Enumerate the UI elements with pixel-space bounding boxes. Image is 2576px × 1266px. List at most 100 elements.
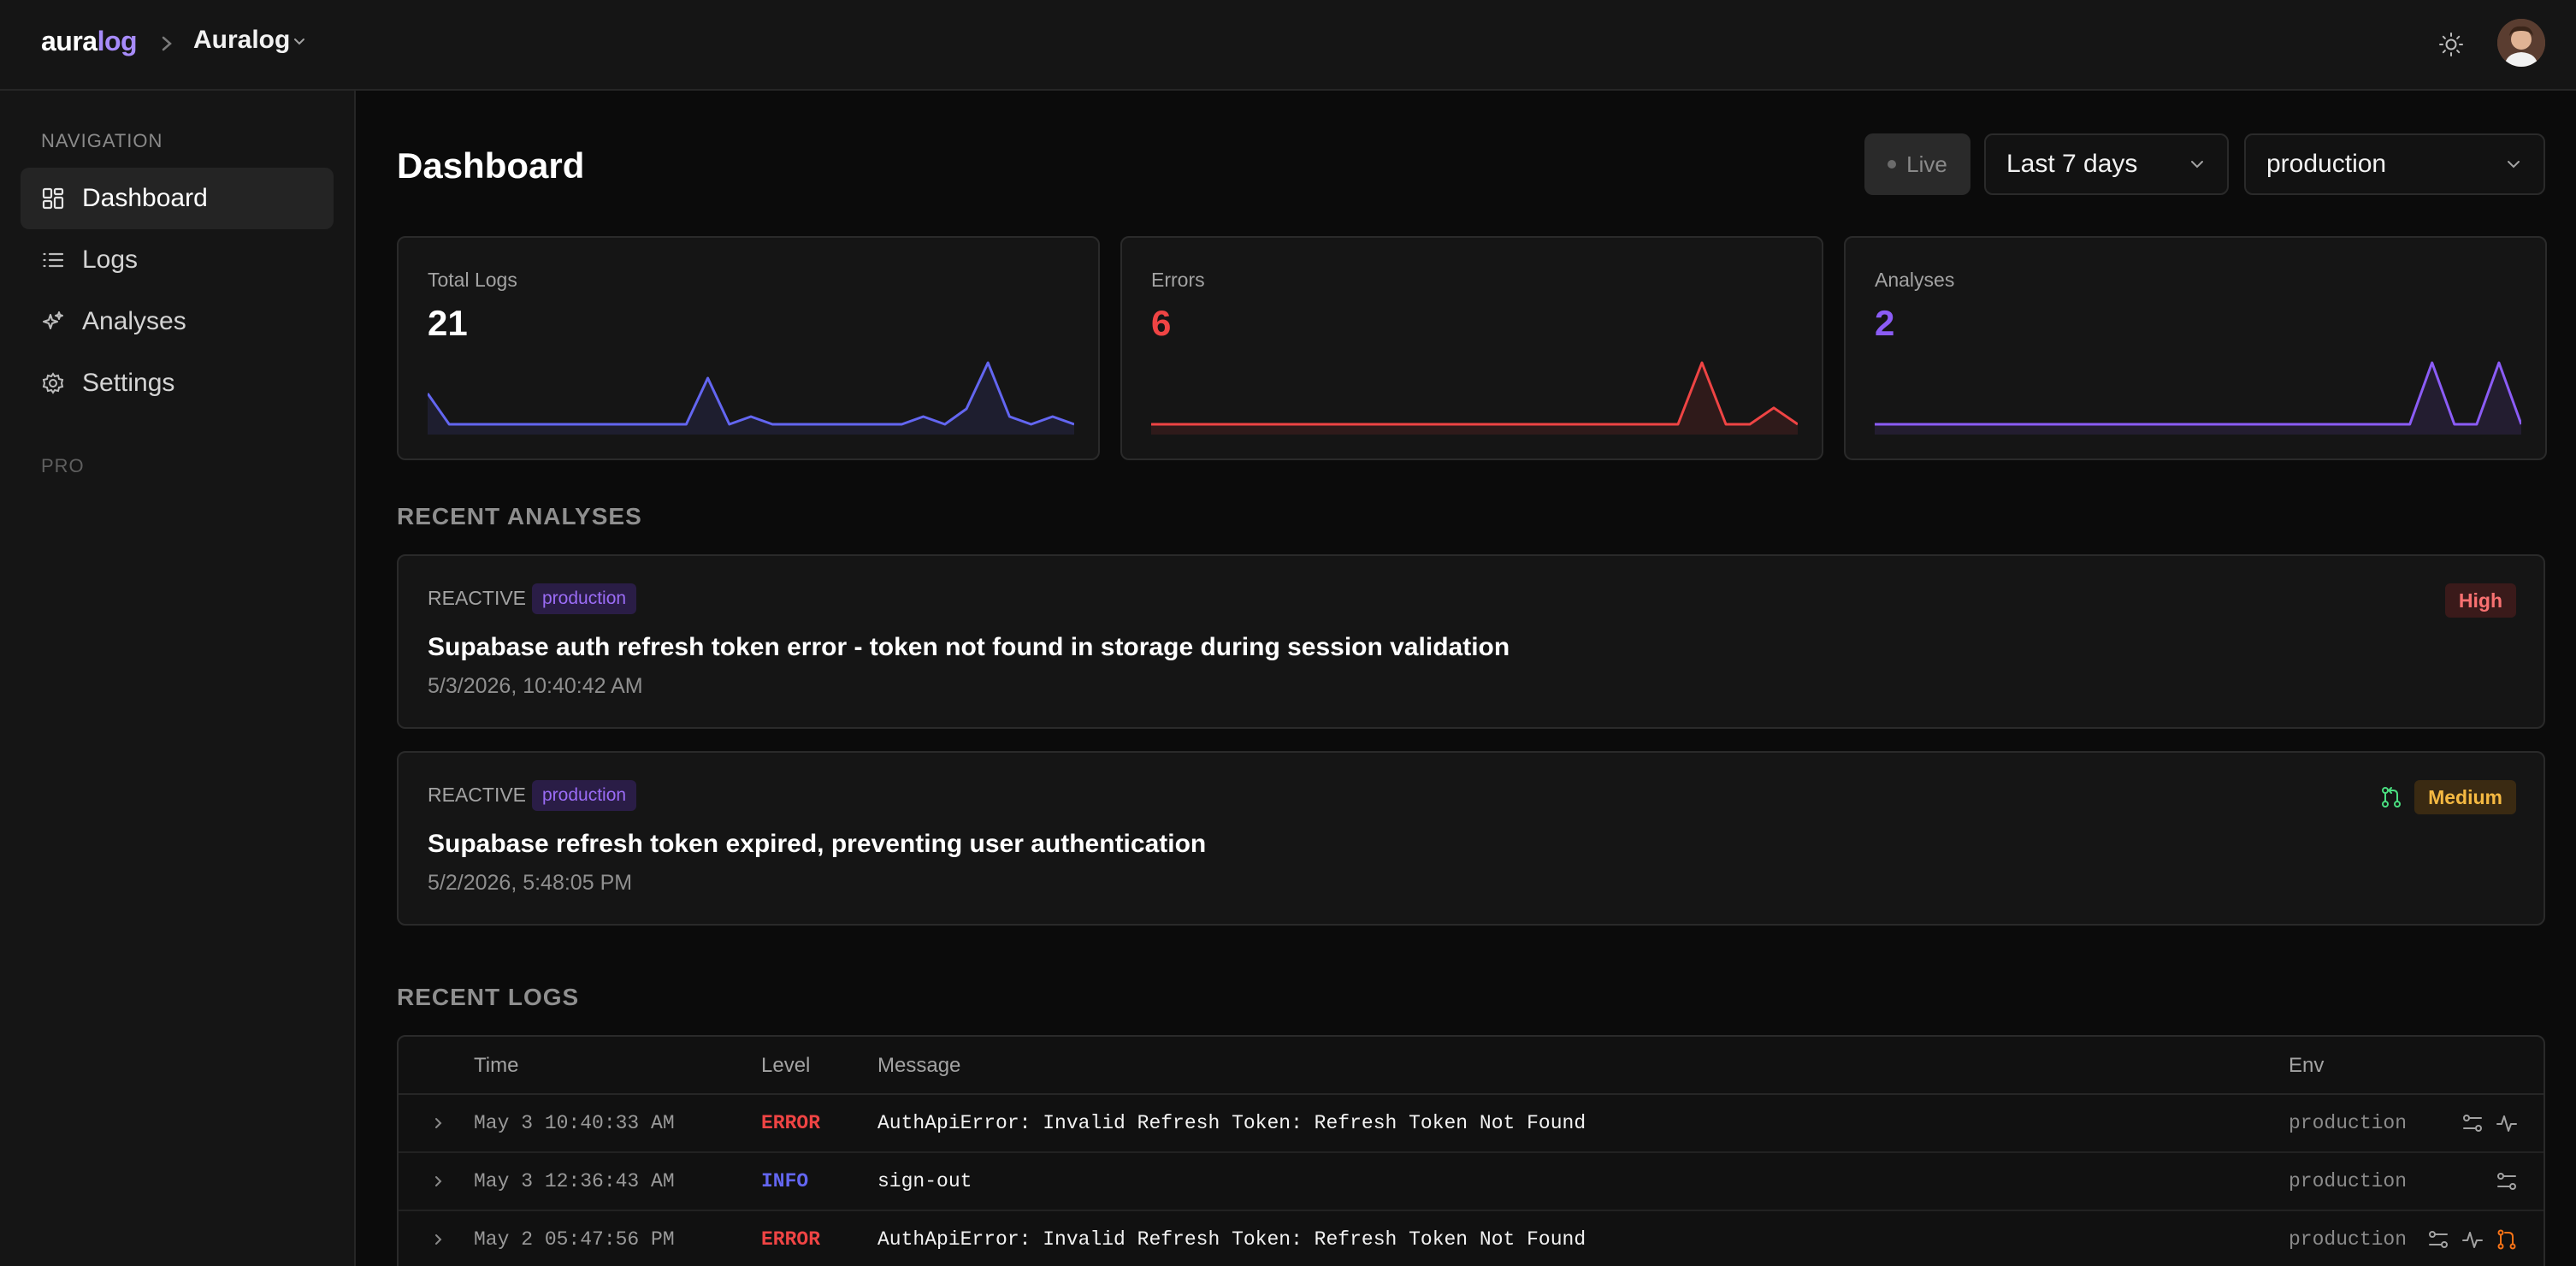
sparkline-area (1875, 363, 2521, 435)
log-time: May 3 12:36:43 AM (474, 1170, 675, 1192)
row-actions (2461, 1112, 2518, 1134)
environment-value: production (2266, 150, 2387, 178)
sparkline-line (1151, 361, 1798, 426)
sidebar-item-settings[interactable]: Settings (21, 352, 334, 414)
log-message: sign-out (877, 1170, 972, 1192)
sparkline-chart (1875, 361, 2521, 435)
brand-accent: log (97, 26, 138, 56)
severity-badge: Medium (2414, 780, 2516, 814)
pro-heading: PRO (41, 455, 85, 476)
user-avatar[interactable] (2497, 19, 2545, 67)
column-header-time[interactable]: Time (474, 1054, 519, 1077)
column-header-env[interactable]: Env (2289, 1054, 2325, 1077)
analysis-date: 5/2/2026, 5:48:05 PM (428, 871, 633, 895)
trace-icon[interactable] (2427, 1228, 2449, 1251)
chevron-right-icon[interactable] (431, 1115, 446, 1131)
chevron-right-icon[interactable] (431, 1174, 446, 1189)
env-badge: production (532, 583, 637, 614)
stat-value: 2 (1875, 303, 1895, 343)
log-time: May 2 05:47:56 PM (474, 1228, 675, 1251)
stat-label: Analyses (1875, 269, 1955, 291)
stat-value: 6 (1151, 303, 1172, 343)
sidebar-item-label: Analyses (82, 307, 186, 335)
column-header-level[interactable]: Level (761, 1054, 811, 1077)
table-row[interactable]: May 3 10:40:33 AM ERROR AuthApiError: In… (399, 1095, 2544, 1153)
analysis-title: Supabase auth refresh token error - toke… (428, 633, 1510, 661)
log-env: production (2289, 1112, 2408, 1134)
log-env: production (2289, 1170, 2408, 1192)
sidebar: NAVIGATION Dashboard Logs Analyses Setti… (0, 91, 356, 1266)
trace-icon[interactable] (2461, 1112, 2484, 1134)
column-header-message[interactable]: Message (877, 1054, 961, 1077)
log-level: INFO (761, 1170, 809, 1192)
row-actions (2427, 1228, 2518, 1251)
brand-main: aura (41, 26, 97, 56)
activity-icon[interactable] (2461, 1228, 2484, 1251)
table-row[interactable]: May 3 12:36:43 AM INFO sign-out producti… (399, 1153, 2544, 1211)
time-range-value: Last 7 days (2006, 150, 2138, 178)
live-label: Live (1906, 151, 1947, 177)
chevron-right-icon[interactable] (431, 1232, 446, 1247)
stat-card-analyses[interactable]: Analyses 2 (1844, 236, 2547, 460)
table-row[interactable]: May 2 05:47:56 PM ERROR AuthApiError: In… (399, 1211, 2544, 1266)
chevron-down-icon (2191, 161, 2203, 169)
sidebar-item-analyses[interactable]: Analyses (21, 291, 334, 352)
sidebar-item-label: Settings (82, 369, 175, 397)
project-switcher[interactable]: Auralog (193, 26, 291, 54)
table-header: Time Level Message Env (399, 1037, 2544, 1095)
sidebar-item-dashboard[interactable]: Dashboard (21, 168, 334, 229)
page-title: Dashboard (397, 145, 585, 186)
analysis-card[interactable]: REACTIVE production Supabase auth refres… (397, 554, 2545, 729)
brand-logo[interactable]: auralog (41, 26, 138, 57)
top-bar: auralog Auralog (0, 0, 2576, 91)
log-level: ERROR (761, 1112, 821, 1134)
severity-badge: High (2444, 583, 2516, 618)
recent-analyses-heading: RECENT ANALYSES (397, 503, 642, 529)
sidebar-item-label: Logs (82, 246, 139, 274)
live-toggle-button[interactable]: Live (1864, 133, 1970, 195)
stat-value: 21 (428, 303, 468, 343)
log-message: AuthApiError: Invalid Refresh Token: Ref… (877, 1112, 1586, 1134)
sparkline-area (428, 363, 1074, 435)
list-icon (43, 252, 64, 268)
main-content: Dashboard Live Last 7 days production To… (357, 91, 2576, 1266)
chevron-right-icon (162, 36, 172, 51)
recent-logs-heading: RECENT LOGS (397, 984, 580, 1010)
sparkline-area (1151, 363, 1798, 435)
analysis-card[interactable]: REACTIVE production Supabase refresh tok… (397, 751, 2545, 926)
sidebar-item-label: Dashboard (82, 184, 208, 212)
log-env: production (2289, 1228, 2408, 1251)
sidebar-item-logs[interactable]: Logs (21, 229, 334, 291)
theme-toggle-button[interactable] (2432, 26, 2470, 63)
avatar-image (2497, 19, 2545, 67)
env-badge: production (532, 780, 637, 811)
environment-select[interactable]: production (2244, 133, 2545, 195)
row-actions (2496, 1170, 2518, 1192)
log-level: ERROR (761, 1228, 821, 1251)
stat-label: Errors (1151, 269, 1205, 291)
trace-icon[interactable] (2496, 1170, 2518, 1192)
logs-table: Time Level Message Env May 3 10:40:33 AM… (397, 1035, 2545, 1266)
sparkline-line (1875, 361, 2521, 426)
stat-card-total-logs[interactable]: Total Logs 21 (397, 236, 1100, 460)
time-range-select[interactable]: Last 7 days (1984, 133, 2229, 195)
stat-label: Total Logs (428, 269, 517, 291)
dashboard-icon (42, 187, 64, 210)
pull-request-icon[interactable] (2496, 1228, 2518, 1251)
analysis-type: REACTIVE (428, 587, 527, 609)
activity-icon[interactable] (2496, 1112, 2518, 1134)
stat-card-errors[interactable]: Errors 6 (1120, 236, 1823, 460)
log-time: May 3 10:40:33 AM (474, 1112, 675, 1134)
pull-request-icon[interactable] (2379, 785, 2403, 809)
analysis-title: Supabase refresh token expired, preventi… (428, 830, 1207, 858)
sun-icon (2439, 33, 2463, 56)
chevron-down-icon (2508, 161, 2520, 169)
sparkline-line (428, 361, 1074, 426)
live-dot-icon (1888, 160, 1897, 169)
gear-icon (42, 372, 64, 394)
sparkline-chart (1151, 361, 1798, 435)
chevron-down-icon[interactable] (291, 33, 308, 50)
log-message: AuthApiError: Invalid Refresh Token: Ref… (877, 1228, 1586, 1251)
sparkles-icon (43, 311, 63, 329)
sparkline-chart (428, 361, 1074, 435)
